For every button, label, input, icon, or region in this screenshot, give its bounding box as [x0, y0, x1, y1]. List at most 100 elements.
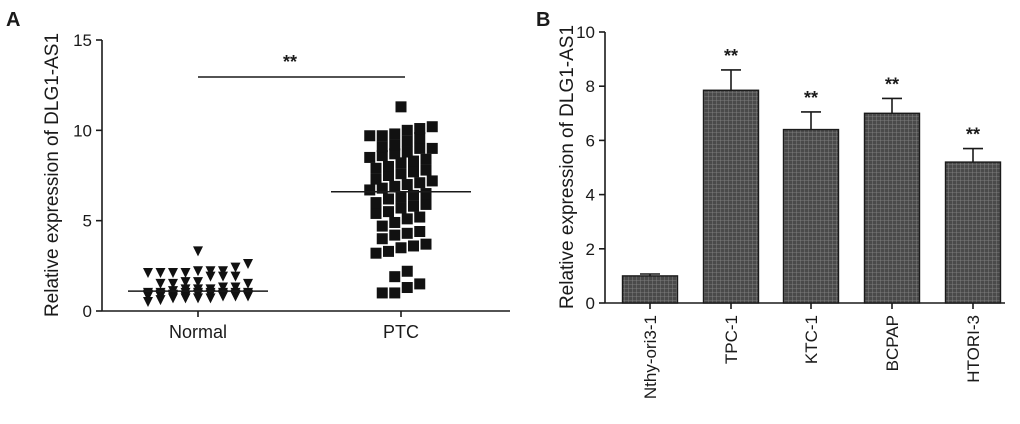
- ptc-point: [414, 123, 426, 135]
- panel-b-y-tick-label: 6: [586, 131, 595, 150]
- panel-a-x-ticks: Normal PTC: [169, 311, 419, 342]
- normal-point: [230, 282, 241, 293]
- panel-b-x-tick-label: TPC-1: [722, 315, 741, 364]
- panel-a-label: A: [6, 9, 20, 31]
- panel-b-x-tick-label: BCPAP: [883, 315, 902, 371]
- ptc-point: [389, 229, 401, 241]
- ptc-point: [408, 240, 419, 252]
- ptc-point: [370, 247, 382, 259]
- normal-point: [180, 268, 191, 279]
- panel-a-y-tick-label: 5: [83, 212, 92, 231]
- normal-point: [193, 277, 203, 288]
- ptc-point: [364, 184, 376, 196]
- ptc-point: [420, 238, 432, 250]
- ptc-point: [370, 207, 382, 219]
- ptc-point: [408, 200, 419, 212]
- ptc-point: [376, 287, 388, 299]
- normal-point: [243, 278, 253, 289]
- ptc-point: [420, 188, 432, 200]
- ptc-point: [383, 193, 394, 205]
- ptc-point: [383, 170, 394, 181]
- panel-a-mean-lines: [128, 190, 471, 292]
- ptc-point: [389, 287, 401, 299]
- ptc-point: [364, 151, 376, 163]
- normal-point: [180, 284, 191, 295]
- panel-b-y-ticks: 0 2 4 6 8 10: [576, 23, 605, 313]
- normal-point: [243, 259, 253, 270]
- ptc-point: [414, 132, 426, 144]
- panel-b-x-tick-label: HTORI-3: [964, 315, 983, 383]
- normal-point: [168, 278, 178, 289]
- normal-point: [193, 246, 203, 257]
- normal-point: [143, 268, 153, 279]
- panel-b-y-tick-label: 10: [576, 23, 595, 42]
- ptc-point: [376, 182, 388, 194]
- ptc-point: [401, 265, 413, 277]
- ptc-point: [376, 141, 388, 153]
- ptc-point: [395, 101, 407, 113]
- normal-point: [218, 266, 228, 277]
- panel-a-y-axis-label: Relative expression of DLG1-AS1: [42, 33, 63, 317]
- ptc-point: [414, 211, 426, 223]
- ptc-point: [408, 155, 419, 167]
- ptc-point: [420, 153, 432, 165]
- ptc-point: [426, 121, 438, 133]
- ptc-point: [364, 130, 376, 142]
- panel-a-y-tick-label: 15: [73, 31, 92, 50]
- panel-a-points: [143, 101, 438, 307]
- ptc-point: [376, 150, 388, 162]
- significance-label: **: [966, 125, 980, 145]
- ptc-point: [401, 135, 413, 147]
- ptc-point: [383, 206, 394, 218]
- significance-label: **: [724, 46, 738, 66]
- ptc-point: [389, 180, 401, 192]
- ptc-point: [414, 177, 426, 189]
- ptc-point: [395, 157, 407, 169]
- ptc-point: [389, 216, 401, 228]
- ptc-point: [370, 197, 382, 209]
- panel-a-x-tick-label: Normal: [169, 322, 227, 342]
- panel-b-y-tick-label: 0: [586, 294, 595, 313]
- panel-b-x-tick-label: Nthy-ori3-1: [641, 315, 660, 399]
- normal-point: [205, 284, 216, 295]
- ptc-point: [389, 148, 401, 160]
- ptc-point: [383, 160, 394, 172]
- ptc-point: [408, 166, 419, 178]
- panel-b-x-tick-label: KTC-1: [802, 315, 821, 364]
- significance-label: **: [885, 74, 899, 94]
- panel-a-y-ticks: 0 5 10 15: [73, 31, 102, 321]
- bar-ktc-1: [782, 128, 840, 304]
- ptc-point: [383, 245, 394, 257]
- panel-b-x-ticks: Nthy-ori3-1 TPC-1 KTC-1 BCPAP HTORI-3: [641, 303, 983, 399]
- ptc-point: [401, 282, 413, 294]
- ptc-point: [370, 162, 382, 174]
- ptc-point: [389, 128, 401, 140]
- normal-point: [205, 266, 216, 277]
- ptc-point: [401, 213, 413, 225]
- bar-nthy-ori3-1: [621, 275, 679, 304]
- scatter-panel-a: A Relative expression of DLG1-AS1 0 5 10 15…: [6, 9, 510, 342]
- panel-a-y-tick-label: 10: [73, 121, 92, 140]
- ptc-point: [376, 130, 388, 142]
- bar-htori-3: [944, 161, 1002, 304]
- panel-b-label: B: [536, 9, 550, 31]
- ptc-point: [408, 189, 419, 201]
- panel-b-bars: ** ** ** **: [621, 46, 1002, 304]
- ptc-point: [420, 198, 432, 210]
- normal-point: [205, 271, 216, 282]
- ptc-point: [389, 271, 401, 283]
- ptc-point: [426, 175, 438, 187]
- ptc-point: [395, 242, 407, 254]
- ptc-point: [426, 142, 438, 154]
- normal-point: [155, 278, 166, 289]
- panel-b-y-tick-label: 2: [586, 240, 595, 259]
- panel-b-y-tick-label: 8: [586, 77, 595, 96]
- ptc-point: [414, 226, 426, 238]
- ptc-point: [395, 202, 407, 214]
- ptc-point: [401, 124, 413, 136]
- normal-point: [168, 268, 178, 279]
- panel-a-x-tick-label: PTC: [383, 322, 419, 342]
- panel-a-y-tick-label: 0: [83, 302, 92, 321]
- normal-point: [180, 277, 191, 288]
